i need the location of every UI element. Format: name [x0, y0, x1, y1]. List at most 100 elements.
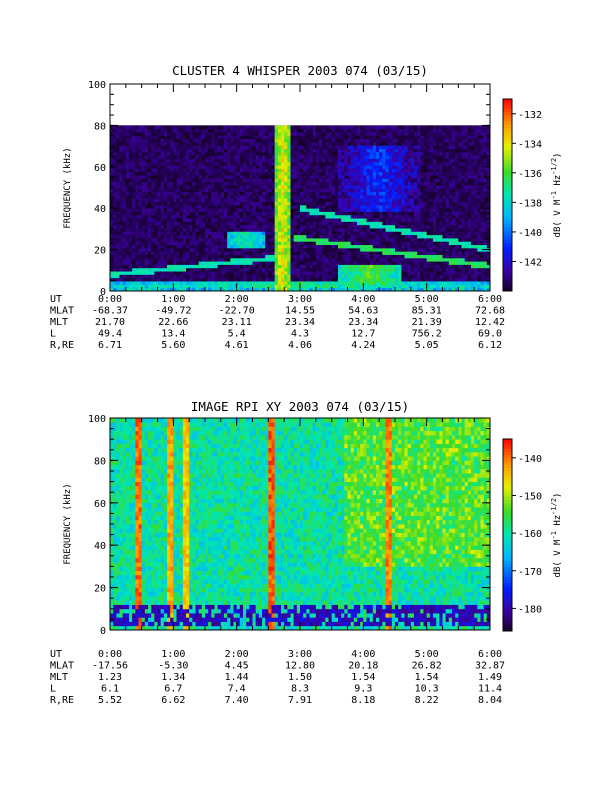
spectrogram-cell: [205, 208, 209, 212]
spectrogram-cell: [236, 251, 241, 255]
spectrogram-cell: [379, 231, 383, 236]
spectrogram-cell: [306, 224, 310, 229]
spectrogram-cell: [284, 264, 288, 269]
spectrogram-cell: [372, 221, 377, 226]
spectrogram-cell: [173, 267, 177, 272]
spectrogram-cell: [404, 155, 409, 159]
spectrogram-cell: [268, 234, 272, 239]
spectrogram-cell: [252, 241, 257, 246]
spectrogram-cell: [303, 221, 307, 226]
spectrogram-cell: [325, 277, 329, 282]
spectrogram-cell: [122, 141, 127, 146]
spectrogram-cell: [227, 165, 231, 169]
spectrogram-cell: [274, 281, 279, 285]
spectrogram-cell: [239, 277, 244, 282]
spectrogram-cell: [391, 234, 396, 239]
spectrogram-cell: [135, 271, 139, 275]
spectrogram-cell: [306, 264, 310, 269]
spectrogram-cell: [217, 175, 222, 179]
spectrogram-cell: [372, 188, 377, 193]
spectrogram-cell: [239, 241, 244, 246]
spectrogram-cell: [132, 135, 136, 140]
spectrogram-cell: [322, 261, 326, 265]
spectrogram-cell: [388, 234, 393, 239]
spectrogram-cell: [350, 141, 355, 146]
spectrogram-cell: [414, 267, 418, 272]
spectrogram-cell: [116, 185, 120, 189]
spectrogram-cell: [151, 267, 155, 272]
spectrogram-cell: [173, 168, 177, 173]
spectrogram-cell: [170, 228, 174, 232]
spectrogram-cell: [353, 138, 358, 143]
spectrogram-cell: [347, 185, 352, 189]
spectrogram-cell: [122, 165, 127, 169]
spectrogram-cell: [322, 145, 326, 149]
spectrogram-cell: [195, 271, 200, 275]
spectrogram-cell: [186, 287, 190, 292]
spectrogram-cell: [306, 132, 310, 136]
spectrogram-cell: [167, 141, 171, 146]
spectrogram-cell: [376, 188, 380, 193]
spectrogram-cell: [322, 171, 326, 176]
spectrogram-cell: [186, 211, 190, 216]
spectrogram-cell: [211, 261, 215, 265]
spectrogram-cell: [125, 181, 130, 186]
spectrogram-cell: [423, 181, 428, 186]
spectrogram-cell: [236, 125, 241, 130]
spectrogram-cell: [319, 175, 323, 179]
spectrogram-cell: [110, 238, 114, 242]
spectrogram-cell: [391, 181, 396, 186]
spectrogram-cell: [116, 277, 120, 282]
spectrogram-cell: [154, 238, 158, 242]
spectrogram-cell: [224, 241, 228, 246]
spectrogram-cell: [350, 135, 355, 140]
spectrogram-cell: [208, 214, 212, 219]
spectrogram-cell: [246, 264, 250, 269]
spectrogram-cell: [398, 181, 402, 186]
spectrogram-cell: [423, 178, 428, 183]
spectrogram-cell: [214, 221, 219, 226]
spectrogram-cell: [366, 178, 371, 183]
spectrogram-cell: [129, 274, 133, 279]
spectrogram-cell: [192, 214, 196, 219]
spectrogram-cell: [233, 171, 238, 176]
spectrogram-cell: [388, 214, 393, 219]
spectrogram-cell: [195, 221, 200, 226]
spectrogram-cell: [284, 158, 288, 163]
spectrogram-cell: [192, 284, 196, 289]
spectrogram-cell: [385, 194, 390, 199]
spectrogram-cell: [113, 244, 117, 249]
spectrogram-cell: [331, 234, 336, 239]
spectrogram-cell: [148, 238, 152, 242]
spectrogram-cell: [214, 231, 219, 236]
spectrogram-cell: [167, 178, 171, 183]
spectrogram-cell: [344, 181, 348, 186]
spectrogram-cell: [135, 214, 139, 219]
spectrogram-cell: [274, 161, 279, 166]
spectrogram-cell: [144, 135, 149, 140]
spectrogram-cell: [398, 185, 402, 189]
spectrogram-cell: [385, 155, 390, 159]
spectrogram-cell: [417, 257, 421, 262]
spectrogram-cell: [277, 231, 282, 236]
spectrogram-cell: [113, 181, 117, 186]
spectrogram-cell: [192, 165, 196, 169]
spectrogram-cell: [306, 168, 310, 173]
spectrogram-cell: [274, 168, 279, 173]
spectrogram-cell: [369, 181, 374, 186]
spectrogram-cell: [360, 125, 364, 130]
spectrogram-cell: [176, 132, 181, 136]
spectrogram-cell: [284, 141, 288, 146]
spectrogram-cell: [290, 141, 295, 146]
spectrogram-cell: [363, 158, 367, 163]
spectrogram-cell: [211, 132, 215, 136]
spectrogram-cell: [372, 155, 377, 159]
spectrogram-cell: [388, 211, 393, 216]
spectrogram-cell: [417, 228, 421, 232]
spectrogram-cell: [217, 247, 222, 252]
spectrogram-cell: [369, 188, 374, 193]
spectrogram-cell: [151, 244, 155, 249]
spectrogram-cell: [141, 214, 146, 219]
spectrogram-cell: [224, 148, 228, 153]
spectrogram-cell: [328, 201, 333, 206]
